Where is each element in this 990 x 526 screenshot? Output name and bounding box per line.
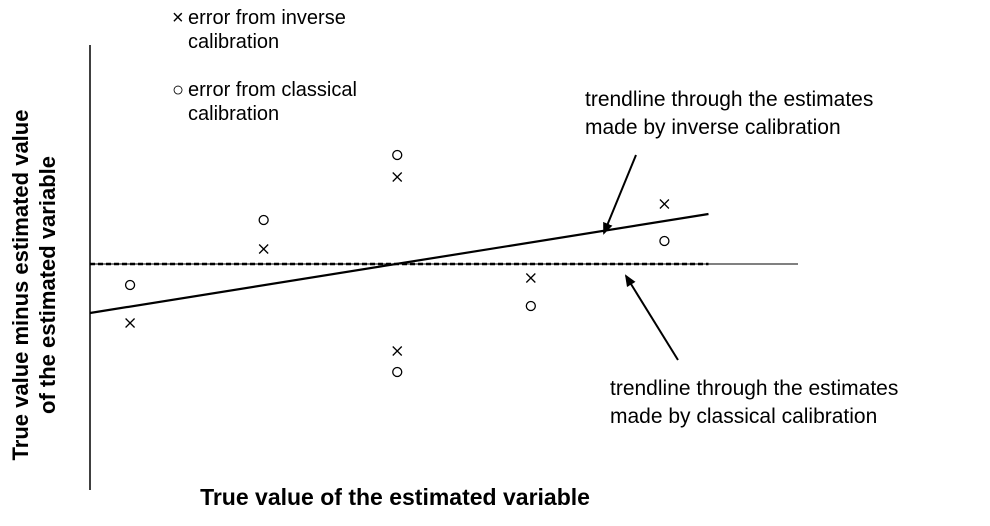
- legend-label: error from inverse calibration: [188, 7, 346, 53]
- trendline: [89, 212, 709, 315]
- annotation-line: trendline through the estimates: [610, 377, 899, 400]
- annotation: trendline through the estimates made by …: [610, 375, 898, 431]
- cross-point: [258, 244, 269, 254]
- x-axis-label: True value of the estimated variable: [200, 484, 590, 510]
- arrow: [624, 274, 679, 361]
- legend-item: × error from inverse calibration: [172, 6, 378, 54]
- circle-point: [392, 149, 403, 161]
- circle-point: [392, 366, 403, 378]
- annotation: trendline through the estimates made by …: [585, 86, 873, 142]
- cross-point: [525, 273, 536, 283]
- y-axis-label: True value minus estimated value of the …: [8, 110, 60, 461]
- legend-marker: ×: [172, 7, 184, 29]
- y-label-line: of the estimated variable: [35, 156, 60, 414]
- circle-point: [659, 235, 670, 247]
- annotation-line: trendline through the estimates: [585, 88, 874, 111]
- circle-point: [124, 279, 136, 291]
- cross-point: [392, 346, 403, 356]
- legend-marker: ○: [172, 79, 185, 101]
- annotation-line: made by inverse calibration: [585, 116, 841, 139]
- arrow: [603, 154, 637, 235]
- cross-point: [659, 199, 670, 209]
- legend-item: ○ error from classical calibration: [172, 78, 378, 126]
- legend-label: error from classical calibration: [188, 79, 357, 125]
- circle-point: [258, 214, 269, 226]
- y-label-line: True value minus estimated value: [8, 110, 33, 461]
- cross-point: [392, 172, 403, 182]
- cross-point: [125, 318, 136, 328]
- annotation-line: made by classical calibration: [610, 405, 878, 428]
- circle-point: [525, 300, 536, 312]
